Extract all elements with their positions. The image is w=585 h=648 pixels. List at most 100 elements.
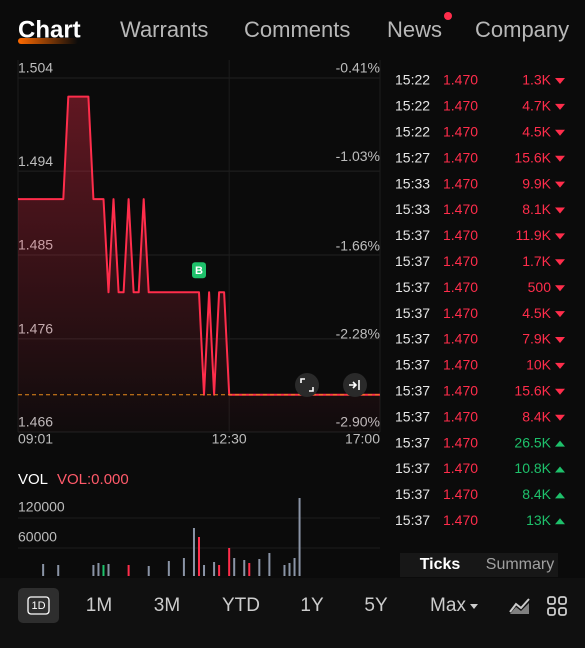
trade-price: 1.470 bbox=[443, 227, 478, 243]
tab[interactable]: Comments bbox=[244, 17, 350, 42]
y2-tick-label: -1.66% bbox=[336, 237, 380, 253]
period-button[interactable]: Max bbox=[430, 595, 466, 616]
period-selected-bg bbox=[18, 588, 59, 623]
trade-time: 15:37 bbox=[395, 253, 430, 269]
period-button[interactable]: 1Y bbox=[300, 595, 324, 616]
volume-bar bbox=[107, 564, 110, 576]
down-arrow bbox=[555, 78, 565, 84]
tab[interactable]: Company bbox=[475, 17, 569, 42]
volume-subtitle: VOL:0.000 bbox=[57, 471, 129, 488]
tab[interactable]: Warrants bbox=[120, 17, 208, 42]
down-arrow bbox=[555, 233, 565, 240]
trade-price: 1.470 bbox=[443, 512, 478, 528]
content: Chart Warrants Comments News Company 1.504 1.4… bbox=[0, 16, 585, 648]
trade-volume: 1.7K bbox=[522, 253, 551, 269]
down-arrow bbox=[555, 207, 565, 214]
toolbar-bg bbox=[0, 578, 585, 648]
trade-price: 1.470 bbox=[443, 253, 478, 269]
up-arrow bbox=[555, 466, 565, 473]
down-arrow bbox=[555, 414, 565, 421]
trade-tab[interactable]: Ticks bbox=[420, 556, 461, 573]
period-button[interactable]: 1D bbox=[31, 600, 45, 612]
volume-bar bbox=[198, 537, 200, 576]
trade-price: 1.470 bbox=[443, 124, 478, 140]
chart-style-button[interactable] bbox=[509, 598, 530, 614]
trade-price: 1.470 bbox=[443, 98, 478, 114]
trade-price: 1.470 bbox=[443, 201, 478, 217]
trade-volume: 4.7K bbox=[522, 98, 551, 114]
y2-tick-label: -0.41% bbox=[336, 60, 380, 76]
volume-bar bbox=[243, 560, 246, 576]
y2-tick-label: -2.28% bbox=[336, 326, 380, 342]
layout-button[interactable] bbox=[547, 596, 567, 616]
trade-volume: 500 bbox=[528, 279, 552, 295]
trade-price: 1.470 bbox=[443, 486, 478, 502]
buy-marker-label: B bbox=[195, 265, 203, 277]
volume-bar bbox=[218, 565, 221, 576]
up-arrow bbox=[555, 492, 565, 499]
volume-bar bbox=[167, 561, 170, 576]
down-arrow bbox=[555, 285, 565, 292]
period-button[interactable]: YTD bbox=[222, 595, 260, 616]
trade-price: 1.470 bbox=[443, 279, 478, 295]
trade-time: 15:37 bbox=[395, 279, 430, 295]
jump-latest-button[interactable] bbox=[343, 373, 367, 397]
fullscreen-button[interactable] bbox=[295, 373, 319, 397]
period-selected-frame bbox=[27, 596, 50, 615]
period-button[interactable]: 5Y bbox=[364, 595, 388, 616]
volume-bar bbox=[233, 558, 236, 576]
volume-bar bbox=[213, 562, 216, 576]
trade-time: 15:37 bbox=[395, 357, 430, 373]
up-arrow bbox=[555, 440, 565, 447]
trade-price: 1.470 bbox=[443, 408, 478, 424]
volume-bar bbox=[283, 565, 286, 576]
trade-volume: 10K bbox=[526, 357, 552, 373]
period-button[interactable]: 3M bbox=[154, 595, 180, 616]
period-button[interactable]: 1M bbox=[86, 595, 112, 616]
trade-volume: 9.9K bbox=[522, 175, 551, 191]
volume-bar bbox=[182, 558, 185, 576]
trade-tabs-bg bbox=[400, 553, 558, 577]
trade-volume: 10.8K bbox=[514, 460, 551, 476]
trade-volume: 7.9K bbox=[522, 331, 551, 347]
trade-price: 1.470 bbox=[443, 357, 478, 373]
trade-time: 15:37 bbox=[395, 227, 430, 243]
trade-price: 1.470 bbox=[443, 72, 478, 88]
trade-volume: 11.9K bbox=[515, 227, 551, 243]
trade-volume: 26.5K bbox=[514, 434, 551, 450]
trade-volume: 1.3K bbox=[522, 72, 551, 88]
trade-time: 15:22 bbox=[395, 98, 430, 114]
trade-time: 15:37 bbox=[395, 305, 430, 321]
trade-price: 1.470 bbox=[443, 331, 478, 347]
buy-marker bbox=[192, 262, 206, 279]
trade-volume: 15.6K bbox=[514, 383, 551, 399]
trade-price: 1.470 bbox=[443, 175, 478, 191]
x-tick-label: 17:00 bbox=[345, 431, 380, 447]
volume-bar bbox=[57, 565, 60, 576]
y2-tick-label: -1.03% bbox=[336, 148, 380, 164]
trade-time: 15:33 bbox=[395, 175, 430, 191]
trade-volume: 8.1K bbox=[522, 201, 551, 217]
volume-title: VOL bbox=[18, 471, 48, 488]
x-tick-label: 12:30 bbox=[212, 431, 247, 447]
trade-volume: 8.4K bbox=[522, 486, 551, 502]
volume-bar bbox=[102, 565, 105, 576]
trade-time: 15:37 bbox=[395, 434, 430, 450]
price-area bbox=[18, 96, 380, 432]
y-tick-label: 1.494 bbox=[18, 153, 53, 169]
down-arrow bbox=[555, 181, 565, 188]
trade-price: 1.470 bbox=[443, 434, 478, 450]
down-arrow bbox=[555, 388, 565, 395]
trade-time: 15:37 bbox=[395, 383, 430, 399]
up-arrow bbox=[555, 518, 565, 525]
trade-time: 15:37 bbox=[395, 486, 430, 502]
trade-tab[interactable]: Summary bbox=[486, 556, 554, 573]
volume-bar bbox=[228, 548, 231, 576]
trade-time: 15:33 bbox=[395, 201, 430, 217]
down-arrow bbox=[555, 259, 565, 266]
volume-bar bbox=[147, 566, 150, 576]
tab[interactable]: News bbox=[387, 17, 442, 42]
tab[interactable]: Chart bbox=[18, 16, 81, 43]
trade-time: 15:37 bbox=[395, 331, 430, 347]
volume-tick-label: 120000 bbox=[18, 499, 65, 515]
